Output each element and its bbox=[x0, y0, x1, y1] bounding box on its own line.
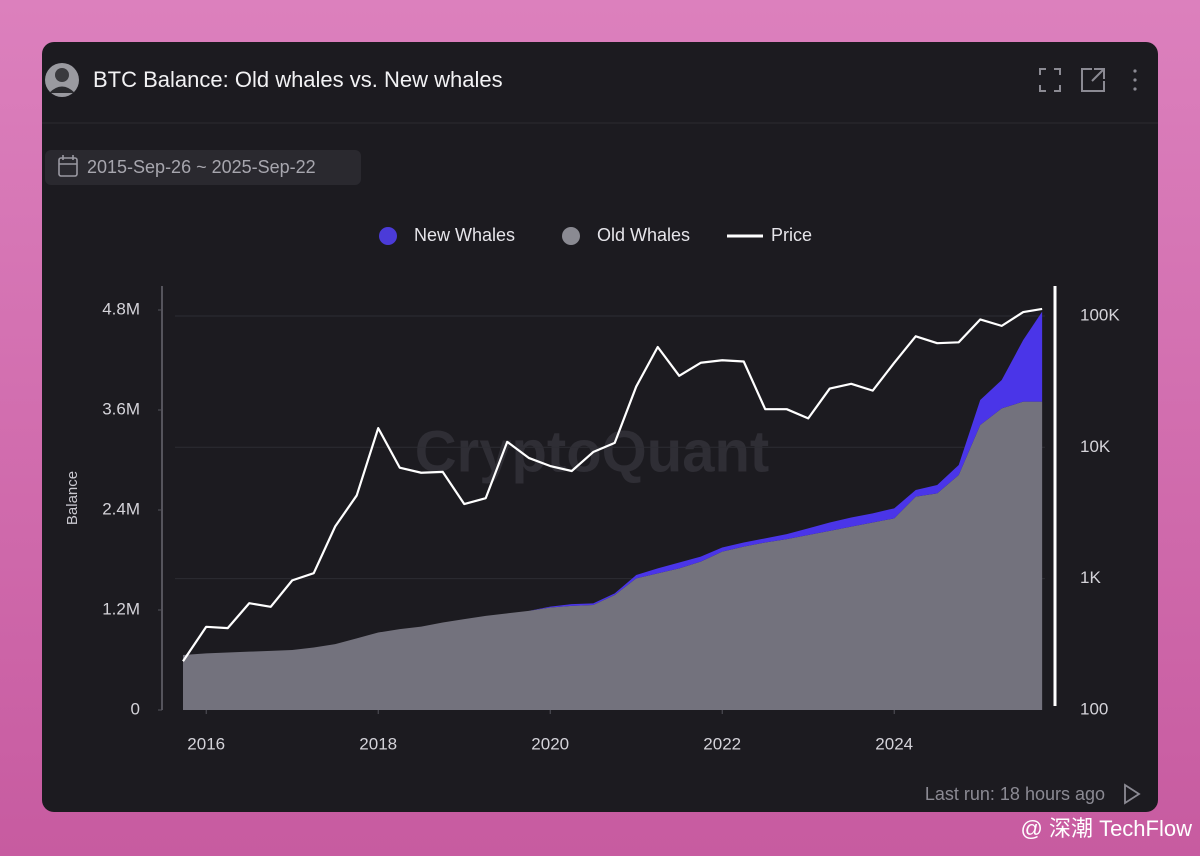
date-chip[interactable] bbox=[45, 150, 361, 185]
y2-tick-label: 100 bbox=[1080, 699, 1108, 718]
y-tick-label: 0 bbox=[131, 699, 140, 718]
fullscreen-icon[interactable] bbox=[1039, 68, 1061, 92]
footer-watermark: @ 深潮 TechFlow bbox=[1021, 816, 1193, 841]
y-axis-label: Balance bbox=[64, 471, 81, 525]
menu-icon[interactable] bbox=[1133, 69, 1137, 91]
avatar bbox=[45, 63, 79, 97]
x-tick-label: 2020 bbox=[531, 734, 569, 753]
x-tick-label: 2018 bbox=[359, 734, 397, 753]
y-tick-label: 4.8M bbox=[102, 299, 140, 318]
x-tick-label: 2024 bbox=[875, 734, 913, 753]
legend-label: Price bbox=[771, 225, 812, 245]
last-run: Last run: 18 hours ago bbox=[925, 784, 1105, 804]
y2-tick-label: 1K bbox=[1080, 568, 1101, 587]
y2-tick-label: 10K bbox=[1080, 437, 1111, 456]
plot: 100 1K 10K 100K 0 1.2M 2.4M 3.6M 4.8M 2016 2018 202… bbox=[102, 225, 1120, 754]
y2-tick-label: 100K bbox=[1080, 305, 1120, 324]
legend-marker bbox=[562, 227, 580, 245]
price-line bbox=[182, 307, 1043, 662]
open-icon[interactable] bbox=[1081, 68, 1105, 92]
legend-label: New Whales bbox=[414, 225, 515, 245]
legend-label: Old Whales bbox=[597, 225, 690, 245]
legend-marker bbox=[379, 227, 397, 245]
x-tick-label: 2016 bbox=[187, 734, 225, 753]
x-tick-label: 2022 bbox=[703, 734, 741, 753]
run-icon[interactable] bbox=[1124, 783, 1141, 805]
chart-title: BTC Balance: Old whales vs. New whales bbox=[93, 67, 503, 92]
y-tick-label: 2.4M bbox=[102, 499, 140, 518]
calendar-icon bbox=[58, 155, 78, 177]
y-tick-label: 3.6M bbox=[102, 399, 140, 418]
y-tick-label: 1.2M bbox=[102, 599, 140, 618]
area bbox=[183, 401, 1043, 710]
date-range: 2015-Sep-26 ~ 2025-Sep-22 bbox=[87, 157, 316, 177]
header-icons bbox=[1039, 68, 1105, 92]
